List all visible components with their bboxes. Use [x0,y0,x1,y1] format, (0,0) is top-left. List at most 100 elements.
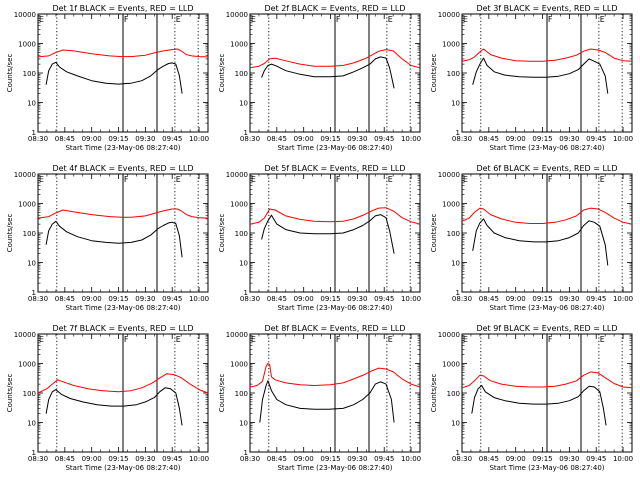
x-tick-label: 08:30 [28,295,48,303]
x-tick-label: 09:30 [347,295,367,303]
lld-series-line [249,49,421,69]
chart-panel: Det 5f BLACK = Events, RED = LLD 1 10 100 10… [218,164,421,312]
region-label: F [336,175,341,184]
x-tick-label: 10:00 [189,135,209,143]
y-axis-label: Counts/sec [6,54,14,93]
y-tick-label: 1 [456,289,460,297]
x-tick-label: 09:30 [559,295,579,303]
y-tick-label: 1 [244,289,248,297]
x-tick-label: 09:15 [532,455,552,463]
events-series-line [45,61,183,94]
y-tick-label: 1 [244,449,248,457]
region-label: F [124,335,129,344]
chart-title: Det 6f BLACK = Events, RED = LLD [476,164,617,173]
lld-series-line [37,48,209,58]
x-tick-label: 09:45 [162,295,182,303]
chart-title: Det 4f BLACK = Events, RED = LLD [52,164,193,173]
y-axis-label: Counts/sec [218,54,226,93]
region-label: E [176,15,181,24]
x-tick-label: 08:45 [55,455,75,463]
x-tick-label: 09:45 [374,455,394,463]
y-tick-label: 10000 [438,331,460,339]
x-tick-label: 10:00 [401,295,421,303]
x-tick-label: 09:30 [559,455,579,463]
y-tick-label: 10000 [438,171,460,179]
y-tick-label: 10 [451,420,460,428]
x-tick-label: 08:45 [55,295,75,303]
x-axis-label: Start Time (23-May-06 08:27:40) [489,464,604,472]
y-tick-label: 1 [32,129,36,137]
y-tick-label: 1000 [18,361,36,369]
y-tick-label: 10000 [14,331,36,339]
y-tick-label: 1000 [230,41,248,49]
region-label: E [388,175,393,184]
events-series-line [45,387,183,426]
x-tick-label: 09:45 [374,295,394,303]
y-tick-label: 1 [32,449,36,457]
y-tick-label: 10 [451,260,460,268]
x-tick-label: 09:45 [586,295,606,303]
lld-series-line [249,363,421,388]
lld-series-line [37,373,209,394]
region-label: E [39,175,44,184]
region-label: E [251,175,256,184]
y-tick-label: 10 [27,420,36,428]
x-tick-label: 08:30 [240,455,260,463]
region-label: E [388,15,393,24]
region-label: E [176,175,181,184]
chart-panel: Det 2f BLACK = Events, RED = LLD 1 10 100 10… [218,4,421,152]
x-tick-label: 10:00 [401,455,421,463]
region-label: F [548,15,553,24]
x-axis-label: Start Time (23-May-06 08:27:40) [489,304,604,312]
chart-panel: Det 3f BLACK = Events, RED = LLD 1 10 100 10… [430,4,633,152]
x-tick-label: 09:15 [108,455,128,463]
x-tick-label: 08:30 [240,135,260,143]
events-series-line [471,385,607,426]
events-series-line [261,56,395,89]
x-tick-label: 08:45 [267,455,287,463]
y-tick-label: 100 [23,70,36,78]
x-tick-label: 09:00 [82,295,102,303]
y-tick-label: 100 [235,230,248,238]
x-axis-label: Start Time (23-May-06 08:27:40) [65,464,180,472]
lld-series-line [461,207,633,225]
x-tick-label: 10:00 [613,455,633,463]
chart-panel: Det 7f BLACK = Events, RED = LLD 1 10 100 10… [6,324,209,472]
y-axis-label: Counts/sec [218,374,226,413]
y-tick-label: 100 [23,390,36,398]
y-tick-label: 10 [27,100,36,108]
x-tick-label: 08:30 [452,455,472,463]
x-tick-label: 09:00 [506,135,526,143]
region-label: E [39,335,44,344]
x-tick-label: 10:00 [189,295,209,303]
chart-panel: Det 8f BLACK = Events, RED = LLD 1 10 100 10… [218,324,421,472]
region-label: E [463,335,468,344]
y-tick-label: 1 [32,289,36,297]
x-axis-label: Start Time (23-May-06 08:27:40) [277,464,392,472]
region-label: E [251,15,256,24]
lld-series-line [461,371,633,389]
y-tick-label: 1000 [18,201,36,209]
y-tick-label: 100 [447,230,460,238]
x-tick-label: 09:00 [294,295,314,303]
x-tick-label: 09:45 [162,455,182,463]
y-tick-label: 1000 [230,361,248,369]
x-tick-label: 09:00 [506,295,526,303]
x-tick-label: 08:45 [267,295,287,303]
y-tick-label: 10000 [14,171,36,179]
chart-title: Det 1f BLACK = Events, RED = LLD [52,4,193,13]
y-tick-label: 1000 [442,201,460,209]
x-tick-label: 10:00 [613,135,633,143]
x-tick-label: 08:45 [479,295,499,303]
x-tick-label: 08:30 [28,135,48,143]
y-tick-label: 10 [239,260,248,268]
y-tick-label: 10000 [14,11,36,19]
events-series-line [472,57,609,94]
region-label: F [548,335,553,344]
y-tick-label: 10000 [438,11,460,19]
y-axis-label: Counts/sec [430,214,438,253]
chart-panel: Det 6f BLACK = Events, RED = LLD 1 10 100 10… [430,164,633,312]
x-tick-label: 09:00 [82,135,102,143]
x-tick-label: 09:15 [320,135,340,143]
